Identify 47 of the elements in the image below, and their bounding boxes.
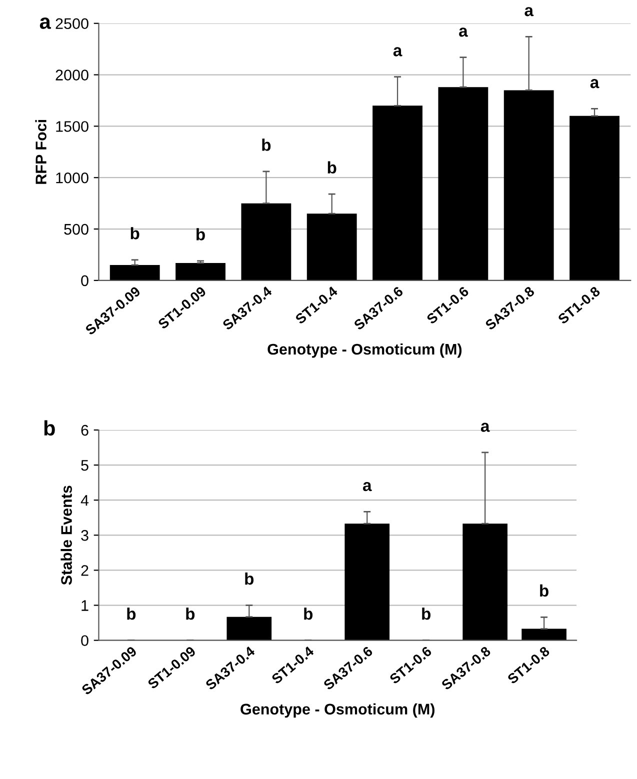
y-tick-label: 500 <box>64 224 88 235</box>
x-axis-title: Genotype - Osmoticum (M) <box>268 343 462 358</box>
bar <box>176 262 226 280</box>
annotation: b <box>245 572 254 585</box>
bar <box>372 106 422 280</box>
bar <box>344 524 390 640</box>
annotation: a <box>480 422 490 432</box>
x-axis-title: Genotype - Osmoticum (M) <box>240 703 434 718</box>
annotation: a <box>459 28 468 37</box>
annotation: a <box>393 47 402 56</box>
annotation: b <box>130 227 140 240</box>
y-tick-label: 4 <box>80 495 89 506</box>
annotation: b <box>127 608 136 620</box>
annotation: b <box>186 608 195 620</box>
chart-title: a <box>40 18 51 29</box>
bar <box>570 116 620 280</box>
y-tick-label: 2 <box>81 565 88 576</box>
annotation: a <box>590 79 600 88</box>
bar <box>522 628 566 640</box>
bar <box>306 214 357 280</box>
chart-title: b <box>44 420 55 436</box>
y-tick-label: 6 <box>81 424 88 436</box>
y-tick-label: 0 <box>81 635 88 646</box>
bar <box>110 265 160 280</box>
y-tick-label: 2500 <box>56 18 88 30</box>
text: a <box>524 7 534 16</box>
annotation: b <box>540 584 548 597</box>
annotation: a <box>362 482 372 492</box>
y-tick-label: 1500 <box>56 121 88 132</box>
y-axis-title: RFP Foci <box>35 120 46 184</box>
y-tick-label: 5 <box>81 460 88 471</box>
y-tick-label: 1 <box>82 600 88 611</box>
y-tick-label: 3 <box>81 530 88 541</box>
bar <box>226 616 272 640</box>
annotation: b <box>422 608 430 620</box>
y-axis-title: Stable Events <box>60 486 72 585</box>
bar <box>438 87 488 280</box>
annotation: b <box>328 161 336 174</box>
y-tick-label: 1000 <box>56 172 88 184</box>
y-tick-label: 2000 <box>56 70 88 80</box>
bar <box>462 524 508 640</box>
annotation: b <box>262 138 271 151</box>
annotation: b <box>304 608 313 620</box>
annotation: b <box>196 228 205 240</box>
y-tick-label: 0 <box>81 275 88 286</box>
bar <box>241 203 292 280</box>
bar <box>504 90 554 280</box>
